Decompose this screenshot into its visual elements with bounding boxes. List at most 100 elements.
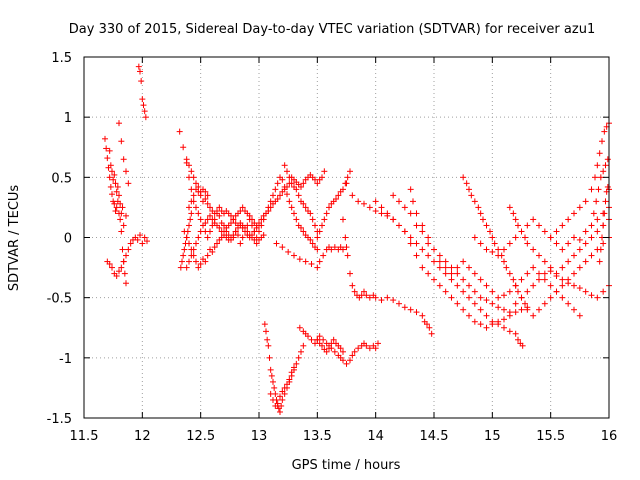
data-point (266, 354, 273, 361)
data-point (141, 234, 148, 241)
data-point (466, 264, 472, 271)
data-point (277, 192, 283, 199)
data-point (372, 294, 379, 301)
data-point (547, 234, 554, 241)
data-point (202, 195, 209, 202)
y-tick-label: 1.5 (51, 51, 72, 66)
y-tick-labels: -1.5 -1 -0.5 0 0.5 1 1.5 (47, 51, 72, 427)
data-point (274, 180, 281, 187)
data-point (197, 216, 204, 223)
data-point (349, 192, 356, 199)
data-point (448, 270, 455, 277)
data-point (293, 186, 300, 193)
data-point (536, 306, 542, 313)
x-tick-label: 13 (251, 429, 268, 444)
data-point (328, 246, 335, 253)
data-point (477, 321, 484, 328)
data-point (177, 264, 184, 271)
data-point (541, 270, 548, 277)
data-point (419, 264, 426, 271)
data-point (471, 234, 478, 241)
data-point (272, 186, 279, 193)
data-point (384, 210, 391, 217)
data-point (425, 234, 432, 241)
series-track (407, 186, 583, 319)
series-track (106, 147, 129, 229)
data-point (249, 232, 255, 239)
data-point (284, 191, 290, 198)
data-point (590, 210, 597, 217)
data-point (125, 180, 132, 187)
data-point (284, 168, 290, 175)
data-point (190, 192, 197, 199)
data-point (113, 273, 120, 280)
data-point (307, 236, 314, 243)
data-point (489, 234, 496, 241)
data-point (137, 232, 143, 239)
data-point (314, 336, 321, 343)
series-track (181, 168, 328, 271)
data-point (113, 188, 120, 195)
data-point (190, 174, 197, 181)
data-point (119, 204, 126, 211)
data-point (524, 222, 531, 229)
data-point (230, 232, 237, 239)
data-point (316, 258, 323, 265)
data-point (401, 228, 408, 235)
data-point (314, 246, 321, 253)
series-track (273, 240, 350, 271)
y-tick-label: -1.5 (47, 412, 72, 427)
data-point (286, 198, 293, 205)
x-tick-label: 13.5 (303, 429, 332, 444)
data-point (183, 234, 190, 241)
data-point (314, 180, 321, 187)
data-point (246, 212, 253, 219)
data-point (419, 228, 426, 235)
data-point (407, 186, 414, 193)
data-point (302, 258, 309, 265)
data-point (347, 357, 353, 364)
data-point (460, 306, 467, 313)
data-point (512, 234, 519, 241)
data-point (401, 204, 408, 211)
data-point (230, 216, 237, 223)
data-point (119, 246, 126, 253)
series-track (261, 321, 307, 415)
data-point (466, 186, 472, 193)
data-point (337, 345, 344, 352)
data-point (340, 357, 346, 364)
data-point (202, 188, 209, 195)
data-point (183, 156, 190, 163)
data-point (454, 300, 461, 307)
data-point (471, 318, 478, 325)
data-point (117, 200, 124, 207)
data-point (218, 228, 225, 235)
data-point (576, 264, 583, 271)
data-point (309, 216, 316, 223)
data-point (541, 228, 548, 235)
data-point (593, 198, 600, 205)
data-point (302, 204, 309, 211)
series-track (183, 156, 211, 199)
data-point (321, 216, 328, 223)
data-point (261, 321, 268, 328)
data-point (519, 342, 526, 349)
data-point (582, 240, 589, 247)
data-point (419, 222, 426, 229)
data-point (109, 168, 115, 175)
data-point (102, 135, 108, 142)
data-point (510, 276, 517, 283)
data-point (483, 324, 490, 331)
data-point (202, 220, 209, 227)
data-point (180, 144, 187, 151)
data-point (471, 270, 478, 277)
data-point (536, 270, 542, 277)
data-point (448, 276, 455, 283)
data-point (512, 216, 519, 223)
data-point (541, 300, 548, 307)
data-point (604, 156, 611, 163)
data-point (204, 192, 211, 199)
data-point (477, 306, 484, 313)
data-point (331, 244, 338, 251)
x-tick-label: 16 (601, 429, 618, 444)
